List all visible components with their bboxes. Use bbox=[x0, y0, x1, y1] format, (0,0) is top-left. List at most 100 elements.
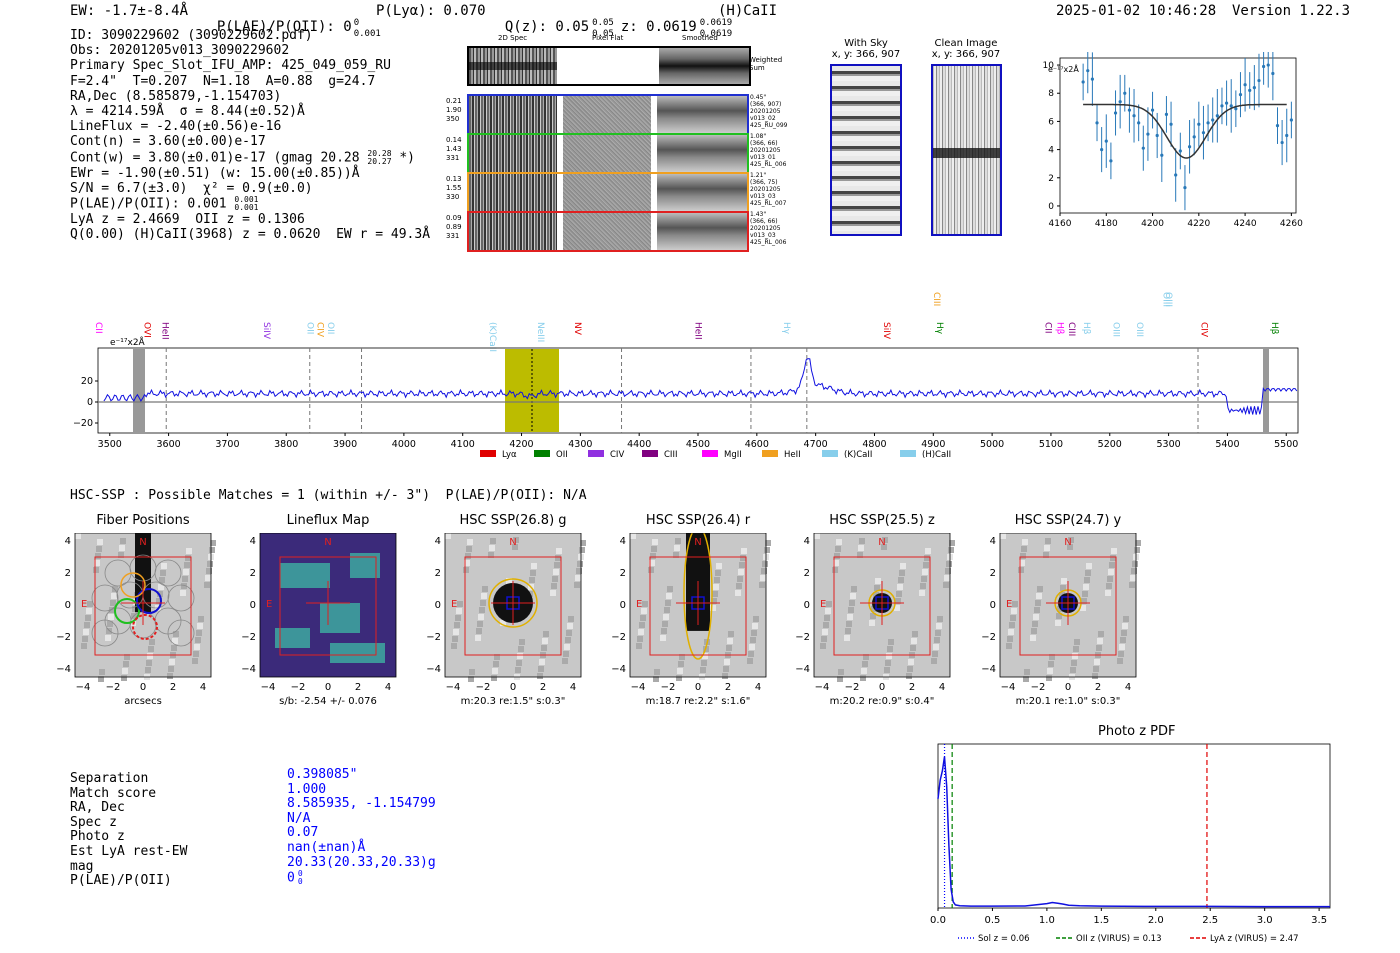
thumb-caption: m:20.1 re:1.0" s:0.3" bbox=[1016, 696, 1121, 707]
noise-pixel bbox=[1008, 629, 1014, 635]
aperture-ellipse bbox=[488, 578, 538, 628]
thumb-y-tick-label: 0 bbox=[620, 600, 626, 611]
noise-pixel bbox=[564, 644, 570, 650]
match-value: 0.398085" bbox=[287, 767, 358, 782]
info-primary: Primary Spec_Slot_IFU_AMP: 425_049_059_R… bbox=[70, 58, 391, 74]
thumb-x-tick-label: −4 bbox=[446, 682, 461, 693]
noise-pixel bbox=[517, 653, 523, 659]
legend-label: CIII bbox=[664, 450, 677, 460]
noise-pixel bbox=[844, 635, 850, 641]
noise-pixel bbox=[83, 629, 89, 635]
noise-pixel bbox=[741, 548, 747, 554]
thumb-frame bbox=[813, 533, 951, 678]
photoz-legend-label: OII z (VIRUS) = 0.13 bbox=[1076, 934, 1162, 944]
noise-pixel bbox=[207, 561, 213, 567]
noise-pixel bbox=[638, 629, 644, 635]
noise-pixel bbox=[820, 643, 826, 649]
noise-pixel bbox=[869, 620, 875, 626]
noise-pixel bbox=[664, 607, 670, 613]
hsc-thumb-z: N E 4 2 0 −2 −4 −4 −2 0 2 4 m:20.2 re:0.9" s:0.4" bbox=[795, 533, 955, 707]
noise-pixel bbox=[1111, 548, 1117, 554]
north-label: N bbox=[878, 537, 885, 548]
spectrum-line-label: OII bbox=[304, 322, 314, 334]
noise-pixel bbox=[762, 561, 768, 567]
noise-pixel bbox=[641, 608, 647, 614]
noise-pixel bbox=[1044, 545, 1050, 551]
match-label: Spec z bbox=[70, 814, 117, 830]
noise-pixel bbox=[566, 630, 572, 636]
noise-pixel bbox=[575, 575, 581, 581]
thumb-y-tick-label: 4 bbox=[804, 536, 810, 547]
north-label: N bbox=[509, 537, 516, 548]
noise-pixel bbox=[500, 620, 506, 626]
search-box bbox=[464, 556, 562, 656]
fiber-pixel-flat bbox=[563, 96, 651, 133]
noise-pixel bbox=[850, 593, 856, 599]
north-label: N bbox=[1064, 537, 1071, 548]
fiber-smoothed bbox=[657, 135, 747, 172]
legend-swatch bbox=[642, 450, 658, 457]
noise-pixel bbox=[478, 614, 484, 620]
with-sky-image bbox=[830, 64, 902, 236]
spectrum-line-label: HeII bbox=[160, 322, 170, 340]
noise-pixel bbox=[518, 646, 524, 652]
spectrum-x-tick-label: 5000 bbox=[980, 439, 1004, 450]
noise-pixel bbox=[506, 578, 512, 584]
noise-pixel bbox=[519, 639, 525, 645]
noise-pixel bbox=[832, 567, 838, 573]
noise-pixel bbox=[760, 575, 766, 581]
noise-pixel bbox=[1007, 636, 1013, 642]
noise-pixel bbox=[120, 538, 126, 544]
photoz-title: Photo z PDF bbox=[1098, 724, 1176, 739]
noise-pixel bbox=[751, 630, 757, 636]
info-obs: Obs: 20201205v013_3090229602 bbox=[70, 43, 290, 59]
thumb-y-tick-label: 4 bbox=[250, 536, 256, 547]
info-lambda: λ = 4214.59Å σ = 8.44(±0.52)Å bbox=[70, 104, 305, 120]
spectrum-line-label: Hγ bbox=[781, 322, 791, 335]
noise-pixel bbox=[724, 659, 730, 665]
noise-pixel bbox=[863, 654, 869, 660]
info-radec: RA,Dec (8.585879,-1.154703) bbox=[70, 88, 282, 104]
hsc-thumb-y: N E 4 2 0 −2 −4 −4 −2 0 2 4 m:20.1 re:1.0" s:0.3" bbox=[981, 533, 1141, 707]
search-box bbox=[94, 556, 192, 656]
detection-info: ID: 3090229602 (3090229602.pdf) Obs: 202… bbox=[70, 28, 430, 242]
noise-pixel bbox=[858, 545, 864, 551]
zoom-data-point bbox=[1100, 147, 1104, 152]
noise-pixel bbox=[513, 537, 519, 543]
legend-label: (H)CaII bbox=[922, 450, 951, 460]
noise-pixel bbox=[834, 553, 840, 559]
noise-pixel bbox=[476, 628, 482, 634]
noise-pixel bbox=[195, 637, 201, 643]
thumb-x-tick-label: −2 bbox=[1031, 682, 1046, 693]
noise-pixel bbox=[896, 591, 902, 597]
zoom-data-point bbox=[1132, 114, 1136, 118]
match-label: Photo z bbox=[70, 829, 125, 845]
fiber-row-meta: 1.08" (366, 66) 20201205 v013_01 425_RL_006 bbox=[750, 133, 787, 168]
noise-pixel bbox=[184, 562, 190, 568]
legend-swatch bbox=[762, 450, 778, 457]
thumb-x-tick-label: 2 bbox=[355, 682, 361, 693]
zoom-data-point bbox=[1081, 80, 1085, 84]
noise-pixel bbox=[676, 675, 682, 681]
noise-pixel bbox=[99, 669, 105, 675]
header-plya: P(Lyα): 0.070 bbox=[376, 3, 486, 19]
header-plae: P(LAE)/P(OII): 0 0 0.001 bbox=[216, 18, 381, 39]
legend-label: Lyα bbox=[502, 450, 517, 460]
header-version: Version 1.22.3 bbox=[1232, 3, 1351, 19]
header-datetime: 2025-01-02 10:46:28 bbox=[1056, 3, 1217, 19]
noise-pixel bbox=[466, 546, 472, 552]
noise-pixel bbox=[860, 675, 866, 681]
noise-pixel bbox=[814, 533, 820, 539]
zoom-y-tick-label: 10 bbox=[1043, 61, 1055, 71]
noise-pixel bbox=[888, 639, 894, 645]
zoom-data-point bbox=[1197, 122, 1201, 126]
noise-pixel bbox=[1130, 575, 1136, 581]
noise-pixel bbox=[490, 538, 496, 544]
noise-pixel bbox=[556, 548, 562, 554]
spectrum-x-tick-label: 4500 bbox=[686, 439, 710, 450]
zoom-data-point bbox=[1104, 139, 1108, 143]
noise-pixel bbox=[1086, 563, 1092, 569]
noise-pixel bbox=[835, 546, 841, 552]
info-plae: P(LAE)/P(OII): 0.001 0.001 0.001 bbox=[70, 195, 259, 213]
noise-pixel bbox=[1049, 654, 1055, 660]
